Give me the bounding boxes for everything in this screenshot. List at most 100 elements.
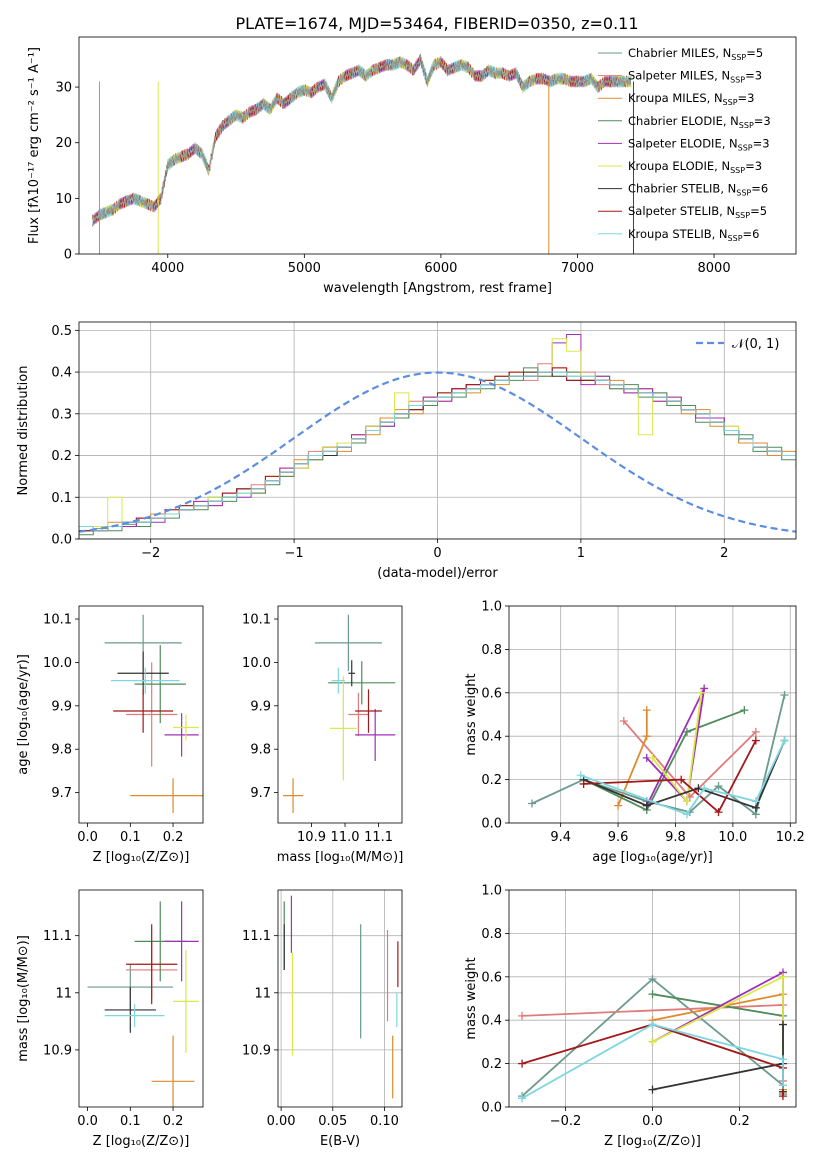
histogram-step: [79, 367, 796, 539]
x-tick-label: 0.0: [642, 1114, 663, 1129]
x-tick-label: 10.0: [718, 830, 747, 845]
x-axis-label: mass [log₁₀(M/M⊙)]: [277, 850, 404, 865]
histogram-step: [79, 367, 796, 539]
y-tick-label: 0.5: [51, 324, 72, 339]
legend-nssp: =3: [745, 159, 762, 173]
mass-weight-marker: [648, 1085, 657, 1094]
legend-nssp: =6: [743, 227, 760, 241]
mass-weight-marker: [700, 684, 709, 693]
x-tick-label: 9.8: [665, 830, 686, 845]
y-axis-label: mass weight: [464, 957, 479, 1039]
x-tick-label: 7000: [561, 261, 594, 276]
mass-weight-line: [583, 740, 757, 814]
plot-area-residuals: [79, 322, 796, 539]
histogram-step: [79, 334, 796, 539]
legend-sub: SSP: [728, 234, 743, 243]
legend-entry: Kroupa STELIB, NSSP=6: [628, 227, 759, 243]
axes-frame: [78, 889, 204, 1108]
mass-weight-line: [521, 1023, 784, 1100]
x-tick-label: 0.05: [318, 1114, 347, 1129]
y-tick-label: 20: [55, 136, 72, 151]
mass-weight-marker: [682, 727, 691, 736]
mass-weight-marker: [780, 736, 789, 745]
y-tick-label: 10: [55, 192, 72, 207]
x-axis-label: Z [log₁₀(Z/Z⊙)]: [93, 850, 190, 865]
x-tick-label: 0.0: [77, 830, 98, 845]
panel-age-vs-mass: 10.9 11.0 11.1 9.7 9.8 9.9 10.0 10.1 mass [log₁₀…: [242, 605, 404, 865]
x-axis-label: (data-model)/error: [377, 566, 498, 581]
mass-weight-line: [580, 740, 786, 816]
mass-weight-marker: [751, 727, 760, 736]
x-axis-label: Z [log₁₀(Z/Z⊙)]: [93, 1134, 190, 1149]
y-tick-label: 10.9: [43, 1043, 72, 1058]
mass-weight-marker: [642, 706, 651, 715]
x-tick-label: 4000: [151, 261, 184, 276]
y-axis-label: mass [log₁₀(M/M⊙)]: [16, 935, 31, 1062]
x-tick-label: 0.1: [120, 1114, 141, 1129]
x-tick-label: 0.2: [163, 830, 184, 845]
x-tick-label: −0.2: [550, 1114, 582, 1129]
y-tick-label: 0.0: [481, 1101, 502, 1116]
plot-area-age-vs-z: [104, 614, 203, 814]
legend-model-name: Salpeter MILES, N: [628, 69, 730, 83]
y-tick-label: 10.0: [242, 656, 271, 671]
x-tick-label: 11.1: [364, 830, 393, 845]
y-tick-label: 0.0: [481, 817, 502, 832]
legend-sub: SSP: [731, 53, 746, 62]
histogram-step: [79, 338, 796, 539]
x-tick-label: 0.2: [729, 1114, 750, 1129]
spectrum-line: [92, 55, 632, 222]
mass-weight-marker: [648, 1020, 657, 1029]
y-tick-label: 0.4: [481, 1014, 502, 1029]
panel-mass-weight-vs-age: 9.4 9.6 9.8 10.0 10.2 0.0 0.2 0.4 0.6 0.8 1.0 age […: [464, 600, 805, 866]
x-tick-label: 9.4: [550, 830, 571, 845]
y-tick-label: 9.9: [250, 699, 271, 714]
y-axis-label: Flux [fλ10⁻¹⁷ erg cm⁻² s⁻¹ A⁻¹]: [27, 47, 42, 244]
legend-entry: Kroupa MILES, NSSP=3: [628, 91, 754, 107]
histogram-step: [79, 367, 796, 539]
panel-mass-vs-ebv: 0.00 0.05 0.10 10.9 11 11.1 E(B-V): [242, 889, 403, 1149]
plot-area-mass-vs-ebv: [278, 890, 402, 1107]
histogram-step: [79, 371, 796, 539]
axes-frame: [78, 605, 204, 824]
mass-weight-marker: [642, 801, 651, 810]
mass-weight-marker: [518, 1094, 527, 1103]
y-tick-label: 10.9: [242, 1043, 271, 1058]
spectrum-line: [92, 55, 632, 226]
x-tick-label: 0.00: [267, 1114, 296, 1129]
x-tick-label: 10.2: [776, 830, 805, 845]
plot-area-age-vs-mass: [283, 614, 396, 814]
y-tick-label: 0.3: [51, 407, 72, 422]
mass-weight-marker: [518, 1011, 527, 1020]
y-tick-label: 0.4: [51, 366, 72, 381]
y-tick-label: 0.6: [481, 970, 502, 985]
x-tick-label: 0.1: [120, 830, 141, 845]
axes-frame: [277, 605, 403, 824]
legend-nssp: =6: [751, 182, 768, 196]
x-axis-label: age [log₁₀(age/yr)]: [592, 850, 713, 865]
x-tick-label: 10.9: [297, 830, 326, 845]
axes-frame: [508, 889, 797, 1108]
legend-entry: Salpeter MILES, NSSP=3: [628, 69, 762, 85]
panel-spectrum: 4000 5000 6000 7000 8000 0 10 20 30 wavelength [A…: [27, 36, 797, 296]
legend-entry: 𝒩(0, 1): [732, 337, 779, 352]
y-tick-label: 9.7: [250, 786, 271, 801]
y-tick-label: 9.9: [51, 699, 72, 714]
spectrum-line: [92, 55, 632, 227]
x-axis-label: E(B-V): [320, 1134, 360, 1149]
x-tick-label: 9.6: [608, 830, 629, 845]
legend-nssp: =3: [753, 136, 770, 150]
y-tick-label: 0.6: [481, 686, 502, 701]
mass-weight-marker: [778, 972, 787, 981]
y-tick-label: 10.1: [43, 613, 72, 628]
y-tick-label: 10.1: [242, 613, 271, 628]
spectrum-line: [92, 57, 632, 225]
legend-sub: SSP: [735, 211, 750, 220]
y-tick-label: 0.2: [51, 449, 72, 464]
legend-sub: SSP: [723, 98, 738, 107]
mass-weight-marker: [648, 753, 657, 762]
x-tick-label: 2: [720, 546, 728, 561]
legend-nssp: =3: [745, 69, 762, 83]
x-tick-label: 0: [433, 546, 441, 561]
x-axis-label: Z [log₁₀(Z/Z⊙)]: [604, 1134, 701, 1149]
